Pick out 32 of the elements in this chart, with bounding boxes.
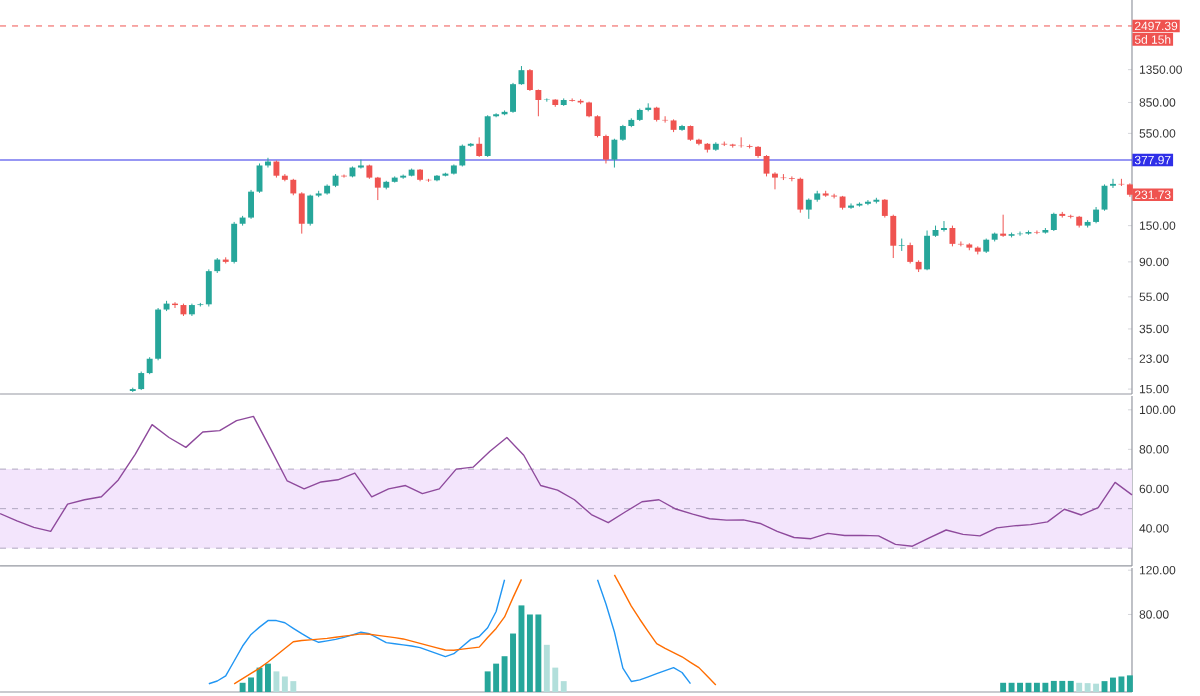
candlestick <box>890 214 897 259</box>
candlestick <box>907 242 914 264</box>
candlestick <box>924 230 931 271</box>
line-series <box>0 415 1133 547</box>
candlestick <box>797 177 804 214</box>
candlestick <box>493 112 500 118</box>
candlestick <box>476 136 483 158</box>
candlestick <box>864 199 871 206</box>
candlestick <box>1050 212 1057 232</box>
candlestick <box>898 238 905 252</box>
candlestick <box>941 220 947 233</box>
candlestick <box>805 197 812 220</box>
candlestick <box>231 221 238 264</box>
candlestick <box>526 68 533 92</box>
candlestick <box>374 176 381 201</box>
candlestick <box>138 371 145 391</box>
candlestick <box>1000 214 1007 238</box>
candlestick <box>603 134 609 164</box>
candlestick <box>298 191 305 235</box>
candlestick <box>205 268 212 308</box>
candlestick <box>788 175 795 182</box>
candlestick <box>459 144 466 167</box>
candlestick <box>949 225 956 247</box>
candlestick <box>535 89 542 117</box>
candlestick <box>510 82 516 114</box>
candlestick <box>611 138 618 169</box>
candlestick <box>772 171 778 190</box>
candlestick <box>569 97 576 103</box>
candlestick <box>881 198 888 219</box>
candlestick <box>484 114 491 158</box>
candlestick <box>248 189 255 220</box>
candlestick <box>307 194 314 227</box>
